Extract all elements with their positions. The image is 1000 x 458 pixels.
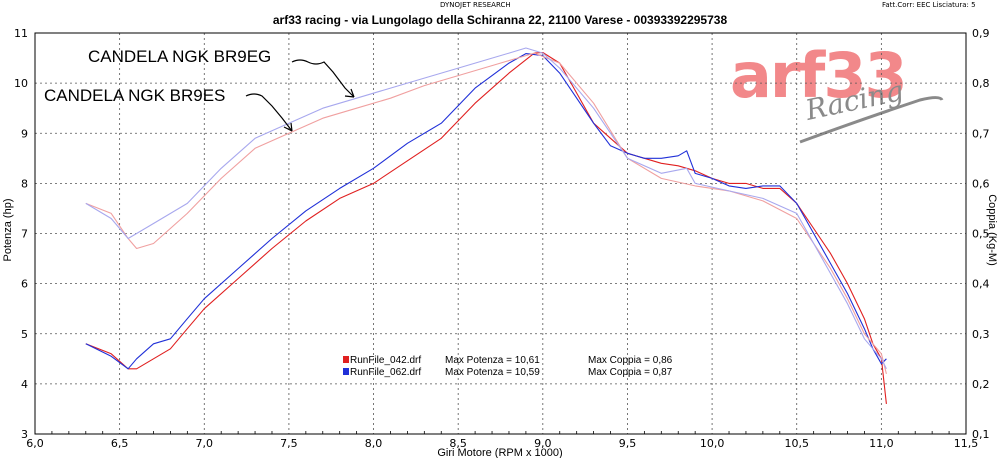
series-lines: [85, 47, 887, 404]
legend-coppia-062: Max Coppia = 0,87: [588, 367, 673, 378]
x-tick-label: 7,5: [280, 437, 298, 450]
annotation-br9es-text: CANDELA NGK BR9ES: [44, 86, 225, 105]
y-left-tick-label: 8: [21, 177, 28, 190]
legend-potenza-042: Max Potenza = 10,61: [445, 355, 540, 366]
annotation-br9eg: CANDELA NGK BR9EG: [88, 47, 355, 98]
y-right-axis-label: Coppia (Kg-M): [986, 194, 998, 266]
x-tick-label: 10,5: [784, 437, 809, 450]
chart-title: arf33 racing - via Lungolago della Schir…: [273, 13, 728, 27]
legend: RunFile_042.drf Max Potenza = 10,61 Max …: [343, 355, 673, 378]
y-left-tick-label: 9: [21, 127, 28, 140]
annotation-br9eg-text: CANDELA NGK BR9EG: [88, 47, 271, 66]
logo-text: arf33: [730, 39, 906, 112]
annotation-br9es: CANDELA NGK BR9ES: [44, 86, 293, 132]
series-line-potenza-runfile062drf: [85, 53, 887, 370]
x-tick-label: 6,5: [111, 437, 129, 450]
legend-swatch-062: [343, 368, 349, 375]
y-right-tick-label: 0,8: [972, 77, 990, 90]
y-left-tick-label: 6: [21, 278, 28, 291]
x-tick-label: 9,5: [619, 437, 637, 450]
plot-frame: [34, 32, 967, 435]
y-left-tick-labels: 3 4 5 6 7 8 9 10 11: [14, 27, 28, 441]
y-left-tick-label: 10: [14, 77, 28, 90]
grid: [35, 33, 966, 434]
x-tick-label: 6,0: [26, 437, 44, 450]
y-left-tick-label: 3: [21, 428, 28, 441]
header-top-right: Fatt.Corr: EEC Lisciatura: 5: [882, 1, 976, 9]
x-tick-labels: 6,0 6,5 7,0 7,5 8,0 8,5 9,0 9,5 10,0 10,5 11,0 11,5: [26, 437, 978, 450]
y-left-tick-label: 7: [21, 228, 28, 241]
y-right-tick-labels: 0,1 0,2 0,3 0,4 0,5 0,6 0,7 0,8 0,9: [972, 27, 990, 441]
axes: [34, 32, 967, 435]
legend-file-042: RunFile_042.drf: [350, 355, 421, 366]
y-right-tick-label: 0,5: [972, 228, 990, 241]
legend-coppia-042: Max Coppia = 0,86: [588, 355, 673, 366]
x-tick-label: 11,0: [869, 437, 894, 450]
series-line-coppia-runfile062drf: [85, 47, 887, 370]
y-right-tick-label: 0,3: [972, 328, 990, 341]
series-line-potenza-runfile042drf: [85, 51, 887, 404]
y-right-tick-label: 0,4: [972, 278, 990, 291]
y-right-tick-label: 0,9: [972, 27, 990, 40]
y-right-tick-label: 0,2: [972, 378, 990, 391]
y-right-tick-label: 0,1: [972, 428, 990, 441]
x-tick-label: 7,0: [196, 437, 214, 450]
y-left-tick-label: 5: [21, 328, 28, 341]
arf33-logo: arf33 Racing: [730, 39, 944, 144]
annotation-br9es-arrowhead: [283, 122, 293, 132]
header-top-center: DYNOJET RESEARCH: [440, 1, 511, 9]
legend-swatch-042: [343, 356, 349, 363]
x-tick-label: 8,5: [449, 437, 467, 450]
annotation-br9eg-arrow: [291, 59, 355, 98]
y-left-tick-label: 11: [14, 27, 28, 40]
x-axis-label: Giri Motore (RPM x 1000): [437, 447, 562, 458]
y-left-tick-label: 4: [21, 378, 28, 391]
x-tick-label: 9,0: [534, 437, 552, 450]
y-right-tick-label: 0,7: [972, 127, 990, 140]
y-right-tick-label: 0,6: [972, 177, 990, 190]
annotation-br9eg-arrowhead: [344, 88, 355, 98]
annotation-br9es-arrow: [245, 93, 293, 132]
logo-swoosh: [799, 96, 944, 144]
x-tick-label: 8,0: [365, 437, 383, 450]
legend-file-062: RunFile_062.drf: [350, 367, 421, 378]
y-left-axis-label: Potenza (hp): [2, 199, 14, 262]
x-tick-label: 10,0: [700, 437, 725, 450]
legend-potenza-062: Max Potenza = 10,59: [445, 367, 540, 378]
x-tick-label: 11,5: [954, 437, 979, 450]
